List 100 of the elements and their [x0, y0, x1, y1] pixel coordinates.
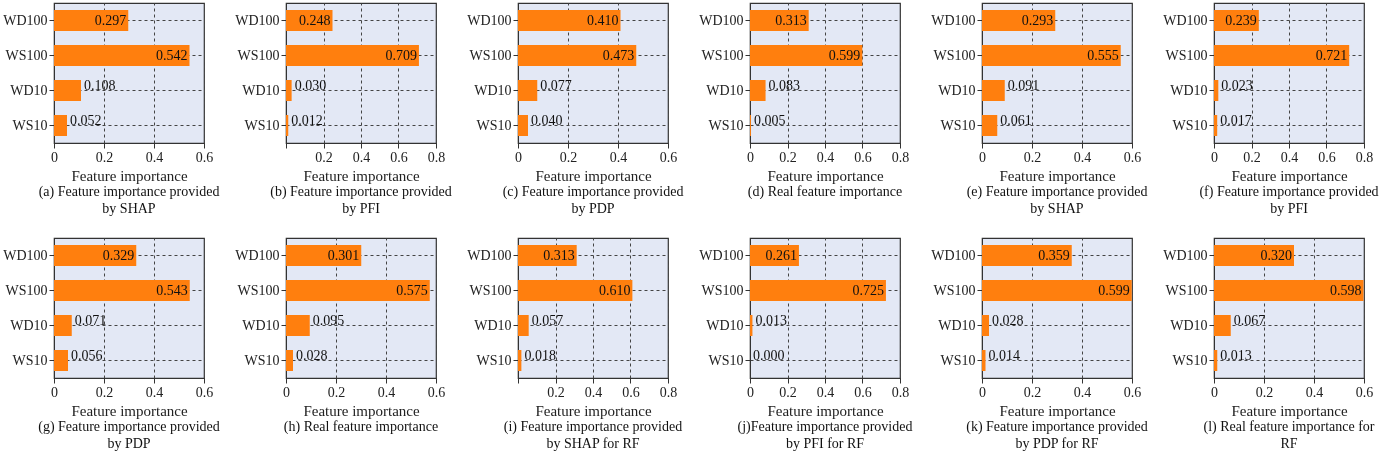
bar [54, 315, 72, 336]
y-tick-label: WS10 [1172, 352, 1208, 368]
y-tick-label: WS100 [933, 282, 976, 298]
data-label: 0.293 [1021, 12, 1054, 28]
data-label: 0.023 [1221, 77, 1253, 93]
bar [54, 280, 190, 301]
x-axis-title: Feature importance [303, 167, 420, 184]
bar [982, 45, 1121, 66]
bar [1214, 315, 1231, 336]
x-tick-label: 0.4 [145, 149, 164, 165]
x-axis-title: Feature importance [1231, 167, 1348, 184]
bar [982, 80, 1005, 101]
x-tick-label: 0.2 [315, 149, 333, 165]
x-axis-title: Feature importance [535, 402, 652, 419]
x-tick-label: 0.8 [659, 384, 678, 400]
x-axis-title: Feature importance [999, 167, 1116, 184]
data-label: 0.599 [1098, 282, 1130, 298]
data-label: 0.725 [852, 282, 884, 298]
x-tick-label: 0.6 [195, 384, 214, 400]
x-tick-label: 0.6 [1123, 384, 1142, 400]
bar [1214, 350, 1218, 371]
bar [750, 45, 863, 66]
data-label: 0.313 [775, 12, 807, 28]
data-label: 0.543 [156, 282, 188, 298]
y-tick-label: WS10 [476, 352, 512, 368]
x-tick-label: 0.4 [1280, 149, 1299, 165]
y-tick-label: WD10 [1170, 82, 1208, 98]
data-label: 0.061 [1000, 112, 1032, 128]
x-tick-label: 0.4 [1073, 384, 1092, 400]
bar [982, 350, 986, 371]
bar [518, 80, 538, 101]
bar [54, 80, 81, 101]
bar [750, 80, 766, 101]
x-axis-title: Feature importance [999, 402, 1116, 419]
text: (l) Real feature importance for RF [1203, 419, 1375, 451]
x-axis-title: Feature importance [767, 167, 884, 184]
y-tick-label: WD100 [931, 12, 976, 28]
x-tick-label: 0.6 [622, 384, 640, 400]
bar [982, 280, 1132, 301]
x-tick-label: 0.2 [1023, 149, 1042, 165]
x-tick-label: 0.6 [195, 149, 214, 165]
bar [286, 80, 292, 101]
data-label: 0.555 [1087, 47, 1119, 63]
y-tick-label: WS100 [1165, 282, 1208, 298]
y-tick-label: WD100 [3, 12, 48, 28]
data-label: 0.329 [102, 247, 135, 263]
data-label: 0.297 [94, 12, 127, 28]
data-label: 0.040 [531, 112, 563, 128]
data-label: 0.012 [291, 112, 323, 128]
y-tick-label: WD10 [938, 317, 976, 333]
x-tick-label: 0.8 [891, 149, 910, 165]
x-tick-label: 0.4 [352, 149, 371, 165]
bar [286, 350, 293, 371]
bar [1214, 280, 1364, 301]
data-label: 0.599 [828, 47, 861, 63]
y-tick-label: WS10 [244, 352, 280, 368]
x-tick-label: 0.2 [1255, 384, 1274, 400]
data-label: 0.067 [1233, 312, 1266, 328]
text: (k) Feature importance provided by PDP for RF [966, 419, 1148, 451]
bar [518, 45, 637, 66]
bar [518, 280, 633, 301]
data-label: 0.095 [312, 312, 345, 328]
x-axis-title: Feature importance [535, 167, 652, 184]
x-tick-label: 0.2 [1243, 149, 1261, 165]
data-label: 0.473 [602, 47, 635, 63]
bar [286, 280, 430, 301]
x-tick-label: 0 [1211, 149, 1218, 165]
data-label: 0.575 [396, 282, 428, 298]
text: (h) Real feature importance [283, 419, 439, 435]
x-tick-label: 0.6 [854, 384, 872, 400]
data-label: 0.359 [1038, 247, 1070, 263]
data-label: 0.071 [74, 312, 107, 328]
data-label: 0.000 [753, 347, 785, 363]
x-tick-label: 0.6 [427, 384, 446, 400]
y-tick-label: WD100 [467, 247, 512, 263]
y-tick-label: WS100 [933, 47, 976, 63]
y-tick-label: WS100 [237, 47, 280, 63]
text: (a) Feature importance provided by SHAP [38, 184, 220, 216]
data-label: 0.028 [992, 312, 1024, 328]
y-tick-label: WS100 [469, 282, 512, 298]
bar [54, 350, 68, 371]
bar [54, 45, 190, 66]
data-label: 0.313 [543, 247, 575, 263]
x-tick-label: 0 [979, 149, 986, 165]
y-tick-label: WS10 [940, 117, 976, 133]
y-tick-label: WD10 [10, 82, 48, 98]
y-tick-label: WD10 [706, 317, 744, 333]
data-label: 0.091 [1007, 77, 1040, 93]
y-tick-label: WS100 [701, 47, 744, 63]
data-label: 0.239 [1225, 12, 1257, 28]
y-tick-label: WD10 [474, 82, 512, 98]
x-tick-label: 0.4 [609, 149, 628, 165]
y-tick-label: WD10 [938, 82, 976, 98]
data-label: 0.005 [753, 112, 786, 128]
x-tick-label: 0.2 [779, 149, 797, 165]
data-label: 0.056 [71, 347, 103, 363]
y-tick-label: WD100 [699, 12, 744, 28]
text: (c) Feature importance provided by PDP [502, 184, 684, 216]
x-axis-title: Feature importance [71, 167, 188, 184]
y-tick-label: WD100 [931, 247, 976, 263]
